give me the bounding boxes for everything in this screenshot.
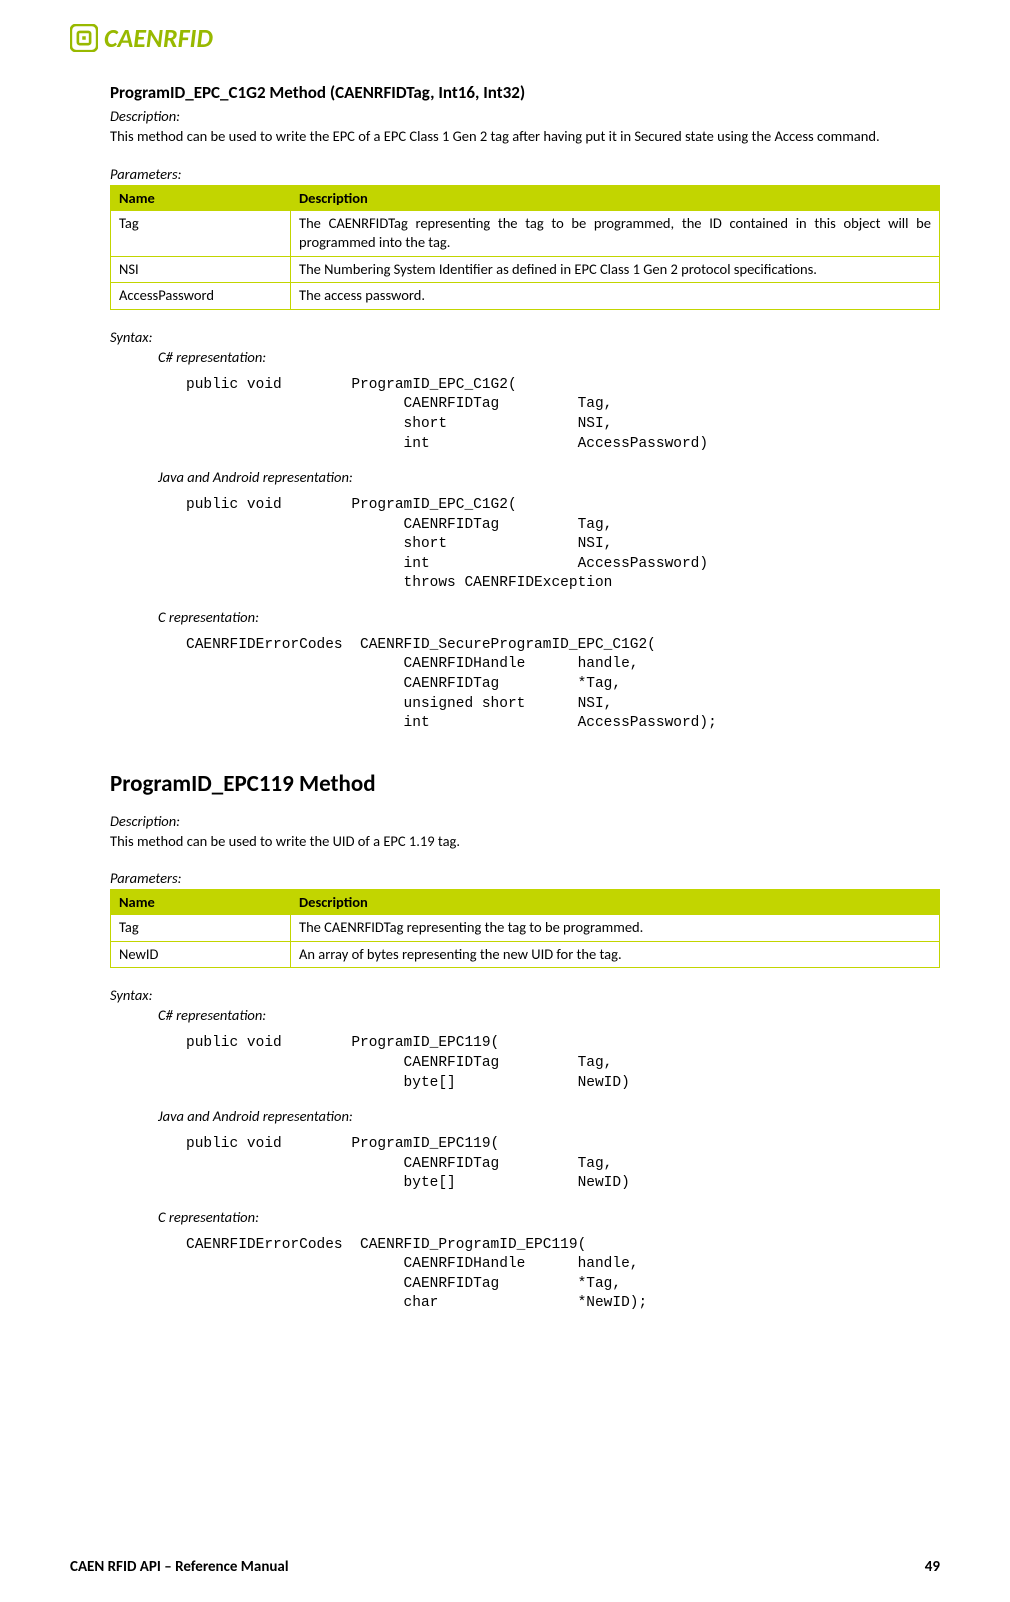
- brand-icon: [70, 24, 98, 52]
- c-label: C representation:: [158, 1208, 940, 1226]
- csharp-label: C# representation:: [158, 348, 940, 366]
- method2-syntax-label: Syntax:: [110, 986, 940, 1004]
- c-label: C representation:: [158, 608, 940, 626]
- param-name: NSI: [111, 256, 291, 283]
- java-label: Java and Android representation:: [158, 468, 940, 486]
- method1-syntax-block: C# representation: public void ProgramID…: [110, 348, 940, 734]
- c-code: CAENRFIDErrorCodes CAENRFID_ProgramID_EP…: [186, 1236, 940, 1314]
- csharp-label: C# representation:: [158, 1006, 940, 1024]
- method1-params-table: Name Description Tag The CAENRFIDTag rep…: [110, 185, 940, 310]
- param-name: AccessPassword: [111, 283, 291, 310]
- method2-desc: This method can be used to write the UID…: [110, 832, 940, 852]
- footer-title: CAEN RFID API – Reference Manual: [70, 1558, 289, 1576]
- table-row: Tag The CAENRFIDTag representing the tag…: [111, 915, 940, 942]
- param-desc: The CAENRFIDTag representing the tag to …: [291, 915, 940, 942]
- method1-desc-label: Description:: [110, 107, 940, 125]
- method1-syntax-label: Syntax:: [110, 328, 940, 346]
- page-footer: CAEN RFID API – Reference Manual 49: [70, 1558, 940, 1576]
- method2-desc-label: Description:: [110, 812, 940, 830]
- java-label: Java and Android representation:: [158, 1107, 940, 1125]
- page-content: ProgramID_EPC_C1G2 Method (CAENRFIDTag, …: [70, 82, 940, 1314]
- csharp-code: public void ProgramID_EPC_C1G2( CAENRFID…: [186, 376, 940, 454]
- c-code: CAENRFIDErrorCodes CAENRFID_SecureProgra…: [186, 636, 940, 734]
- table-row: NewID An array of bytes representing the…: [111, 941, 940, 968]
- method1-params-label: Parameters:: [110, 165, 940, 183]
- param-desc: The CAENRFIDTag representing the tag to …: [291, 210, 940, 256]
- table-row: AccessPassword The access password.: [111, 283, 940, 310]
- param-name: Tag: [111, 210, 291, 256]
- method2-params-label: Parameters:: [110, 869, 940, 887]
- param-desc: An array of bytes representing the new U…: [291, 941, 940, 968]
- table-header-desc: Description: [291, 185, 940, 210]
- brand-name: CAENRFID: [104, 22, 213, 54]
- table-header-name: Name: [111, 185, 291, 210]
- csharp-code: public void ProgramID_EPC119( CAENRFIDTa…: [186, 1034, 940, 1093]
- table-row: Tag The CAENRFIDTag representing the tag…: [111, 210, 940, 256]
- table-header-name: Name: [111, 890, 291, 915]
- java-code: public void ProgramID_EPC_C1G2( CAENRFID…: [186, 496, 940, 594]
- param-name: Tag: [111, 915, 291, 942]
- table-header-row: Name Description: [111, 890, 940, 915]
- method1-desc: This method can be used to write the EPC…: [110, 127, 940, 147]
- method1-title: ProgramID_EPC_C1G2 Method (CAENRFIDTag, …: [110, 82, 940, 103]
- param-desc: The access password.: [291, 283, 940, 310]
- java-code: public void ProgramID_EPC119( CAENRFIDTa…: [186, 1135, 940, 1194]
- brand-logo: CAENRFID: [70, 22, 940, 54]
- param-desc: The Numbering System Identifier as defin…: [291, 256, 940, 283]
- table-header-row: Name Description: [111, 185, 940, 210]
- method2-title: ProgramID_EPC119 Method: [110, 770, 940, 798]
- table-row: NSI The Numbering System Identifier as d…: [111, 256, 940, 283]
- page-number: 49: [925, 1558, 940, 1576]
- method2-params-table: Name Description Tag The CAENRFIDTag rep…: [110, 889, 940, 968]
- param-name: NewID: [111, 941, 291, 968]
- table-header-desc: Description: [291, 890, 940, 915]
- method2-syntax-block: C# representation: public void ProgramID…: [110, 1006, 940, 1314]
